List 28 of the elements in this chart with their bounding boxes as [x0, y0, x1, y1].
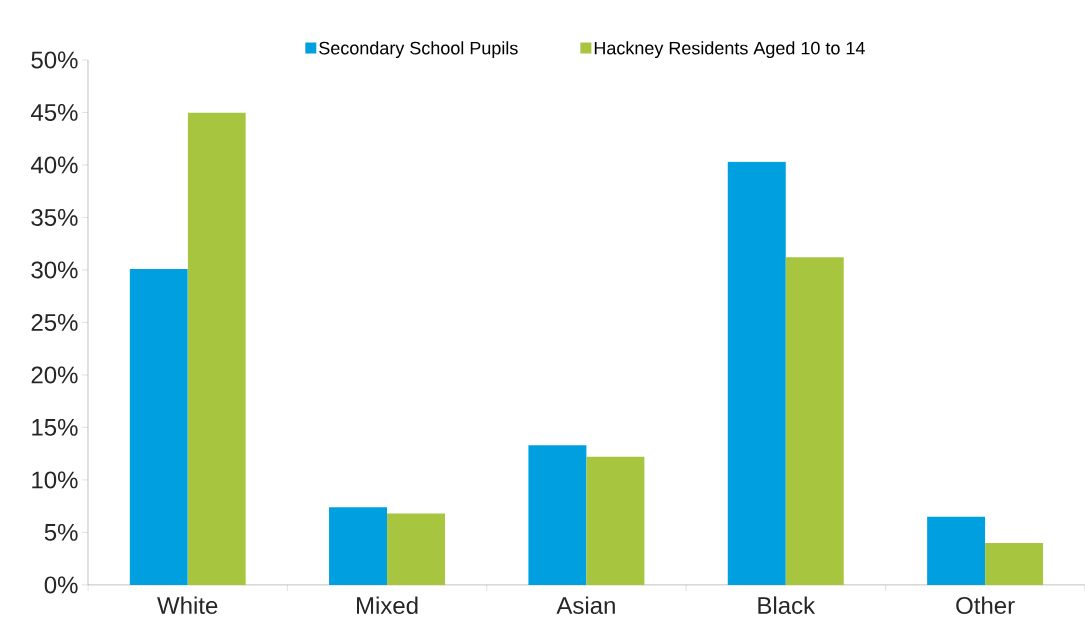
y-tick-label: 15% [32, 419, 78, 436]
y-tick-label: 45% [30, 104, 78, 121]
x-tick-label: Black [758, 596, 816, 615]
bar [329, 507, 388, 585]
legend-label: Secondary School Pupils [319, 41, 518, 59]
bar [985, 542, 1044, 585]
y-tick-label: 35% [31, 209, 78, 227]
y-tick-label: 5% [44, 524, 78, 541]
y-tick-label: 20% [31, 366, 78, 384]
y-tick-label: 40% [30, 156, 78, 174]
bar [927, 516, 986, 585]
bar [586, 456, 645, 585]
bar [129, 268, 188, 585]
bar [727, 161, 786, 585]
bar [528, 445, 587, 585]
x-tick-label: White [157, 596, 218, 615]
y-tick-label: 30% [31, 261, 78, 279]
y-tick-label: 10% [32, 471, 78, 489]
y-tick-label: 0% [44, 576, 78, 594]
bar [187, 112, 246, 585]
legend-label: Hackney Residents Aged 10 to 14 [594, 41, 865, 59]
bar [785, 257, 844, 585]
x-tick-label: Mixed [357, 596, 418, 615]
bar [387, 513, 446, 585]
y-tick-label: 50% [31, 51, 78, 69]
x-tick-label: Other [956, 596, 1015, 615]
x-tick-label: Asian [556, 596, 615, 615]
y-tick-label: 25% [31, 314, 78, 331]
